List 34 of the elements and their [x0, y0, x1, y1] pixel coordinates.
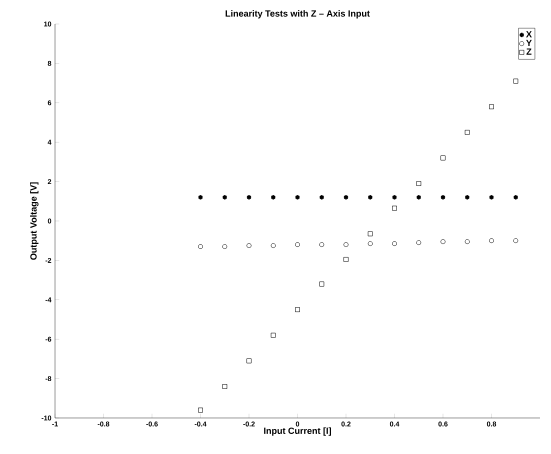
- legend-label: Z: [526, 48, 532, 55]
- point: [319, 282, 324, 286]
- point: [416, 181, 422, 186]
- point: [416, 240, 422, 246]
- point: [270, 243, 276, 248]
- legend-label: X: [526, 31, 532, 38]
- point: [489, 238, 494, 244]
- point: [222, 384, 228, 389]
- point: [246, 358, 252, 364]
- point: [392, 206, 397, 211]
- y-axis-title: Output Voltage [V]: [30, 182, 38, 260]
- point: [392, 241, 397, 246]
- point: [295, 242, 300, 248]
- point: [344, 242, 348, 248]
- point: [295, 307, 300, 312]
- point: [319, 242, 324, 248]
- point: [270, 332, 276, 338]
- point: [464, 130, 470, 135]
- point: [489, 104, 494, 110]
- point: [222, 244, 228, 250]
- point: [344, 256, 348, 262]
- x-axis-title: Input Current [I]: [264, 427, 331, 436]
- point: [368, 241, 373, 246]
- point: [464, 239, 470, 244]
- point: [440, 156, 446, 160]
- point: [198, 244, 203, 250]
- legend-label: Y: [526, 40, 532, 46]
- chart-title: Linearity Tests with Z – Axis Input: [226, 10, 370, 18]
- point: [513, 78, 518, 84]
- point: [246, 243, 252, 248]
- point: [440, 239, 446, 244]
- point: [198, 408, 203, 413]
- point: [513, 238, 518, 244]
- point: [368, 231, 373, 236]
